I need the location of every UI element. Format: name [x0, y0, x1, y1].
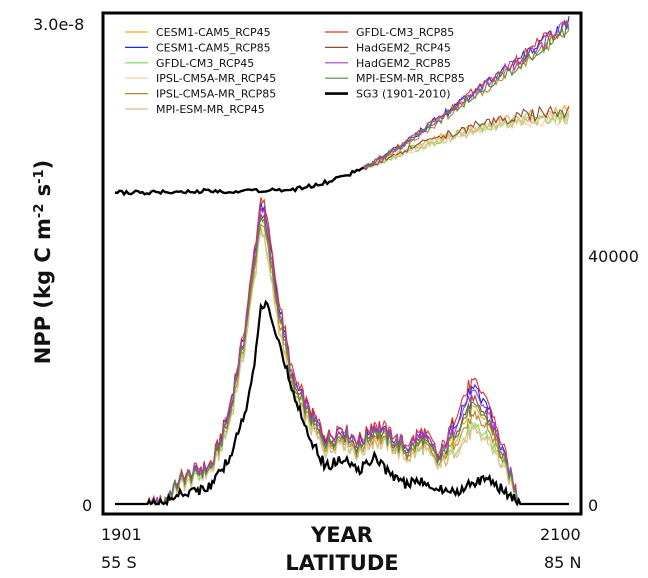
latitude-model-lines — [115, 197, 569, 507]
latitude-sg3-line — [115, 299, 569, 507]
legend-label-3: IPSL-CM5A-MR_RCP45 — [156, 72, 276, 85]
latitude-series-sg3 — [115, 299, 569, 507]
time-series-2 — [363, 110, 570, 169]
time-series-7 — [363, 105, 570, 171]
time-series-9 — [363, 20, 570, 170]
left-axis-bottom-label: 0 — [82, 496, 92, 515]
x-axis-title-year: YEAR — [310, 523, 373, 547]
time-series-6 — [363, 19, 570, 167]
legend-label-8: HadGEM2_RCP85 — [356, 57, 451, 70]
time-sg3-line — [114, 166, 365, 197]
time-series-sg3 — [114, 166, 365, 197]
legend-label-1: CESM1-CAM5_RCP85 — [156, 41, 271, 54]
legend-label-2: GFDL-CM3_RCP45 — [156, 57, 254, 70]
right-axis-bottom-label: 0 — [588, 496, 598, 515]
year-start-label: 1901 — [101, 525, 142, 544]
time-model-lines — [363, 16, 570, 171]
time-series-5 — [363, 112, 570, 171]
latitude-series-8 — [115, 206, 569, 507]
legend-label-0: CESM1-CAM5_RCP45 — [156, 26, 271, 39]
y-axis-title: NPP (kg C m-2 s-1) — [31, 160, 55, 365]
legend-label-10: SG3 (1901-2010) — [356, 88, 451, 101]
latitude-series-5 — [115, 230, 569, 507]
x-axis-title-latitude: LATITUDE — [285, 551, 398, 575]
latitude-series-9 — [115, 216, 569, 506]
legend-label-4: IPSL-CM5A-MR_RCP85 — [156, 88, 276, 101]
legend: CESM1-CAM5_RCP45 CESM1-CAM5_RCP85 GFDL-CM3… — [125, 26, 465, 116]
legend-label-6: GFDL-CM3_RCP85 — [356, 26, 454, 39]
latitude-series-7 — [115, 212, 569, 506]
legend-label-7: HadGEM2_RCP45 — [356, 41, 451, 54]
latitude-series-0 — [115, 216, 569, 507]
year-end-label: 2100 — [540, 525, 581, 544]
legend-label-5: MPI-ESM-MR_RCP45 — [156, 103, 265, 116]
time-series-0 — [363, 104, 570, 169]
right-axis-mid-label: 40000 — [588, 247, 639, 266]
latitude-end-label: 85 N — [544, 553, 581, 572]
legend-label-9: MPI-ESM-MR_RCP85 — [356, 72, 465, 85]
plot-frame — [101, 11, 583, 516]
time-series-4 — [363, 29, 570, 169]
left-axis-top-label: 3.0e-8 — [33, 15, 84, 34]
latitude-start-label: 55 S — [101, 553, 137, 572]
